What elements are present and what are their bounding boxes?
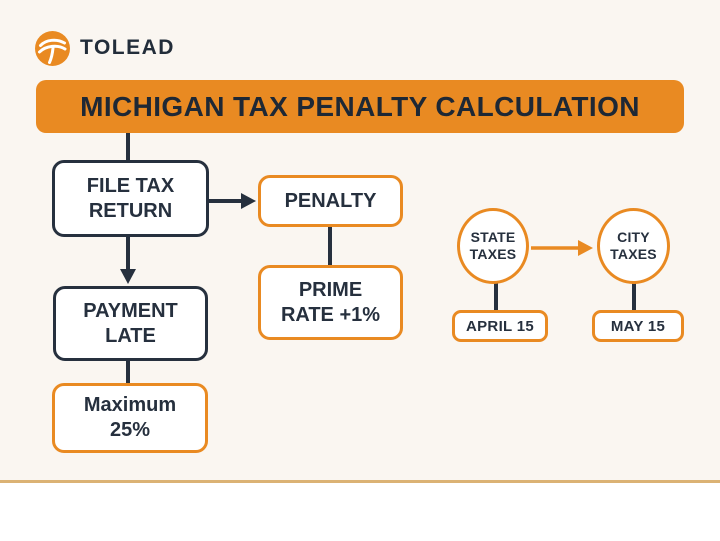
node-may-15-label: MAY 15 [610, 317, 666, 335]
bottom-divider-line [0, 480, 720, 483]
arrow-state-to-city [531, 240, 593, 256]
node-city-taxes-label: CITY TAXES [610, 229, 657, 262]
node-penalty: PENALTY [258, 175, 403, 227]
tolead-logo-icon [35, 30, 70, 66]
node-may-15: MAY 15 [592, 310, 684, 342]
node-state-taxes-label: STATE TAXES [469, 229, 517, 262]
brand-header: TOLEAD [35, 29, 175, 67]
bottom-white-strip [0, 483, 720, 541]
node-prime-rate-label: PRIME RATE +1% [280, 278, 381, 326]
node-maximum-25-label: Maximum 25% [83, 394, 177, 441]
page-title: MICHIGAN TAX PENALTY CALCULATION [80, 90, 640, 122]
node-payment-late-label: PAYMENT LATE [83, 299, 178, 347]
brand-wordmark: TOLEAD [80, 36, 175, 59]
node-state-taxes: STATE TAXES [457, 208, 529, 284]
node-april-15-label: APRIL 15 [466, 317, 534, 335]
node-file-tax-return-label: FILE TAX RETURN [86, 174, 175, 222]
node-april-15: APRIL 15 [452, 310, 548, 342]
node-city-taxes: CITY TAXES [597, 208, 670, 284]
node-payment-late: PAYMENT LATE [53, 286, 208, 361]
title-banner: MICHIGAN TAX PENALTY CALCULATION [36, 80, 684, 133]
arrow-file-to-penalty [209, 193, 256, 209]
arrow-file-to-payment [120, 237, 136, 284]
node-penalty-label: PENALTY [284, 189, 377, 212]
node-prime-rate: PRIME RATE +1% [258, 265, 403, 340]
node-maximum-25: Maximum 25% [52, 383, 208, 453]
node-file-tax-return: FILE TAX RETURN [52, 160, 209, 237]
